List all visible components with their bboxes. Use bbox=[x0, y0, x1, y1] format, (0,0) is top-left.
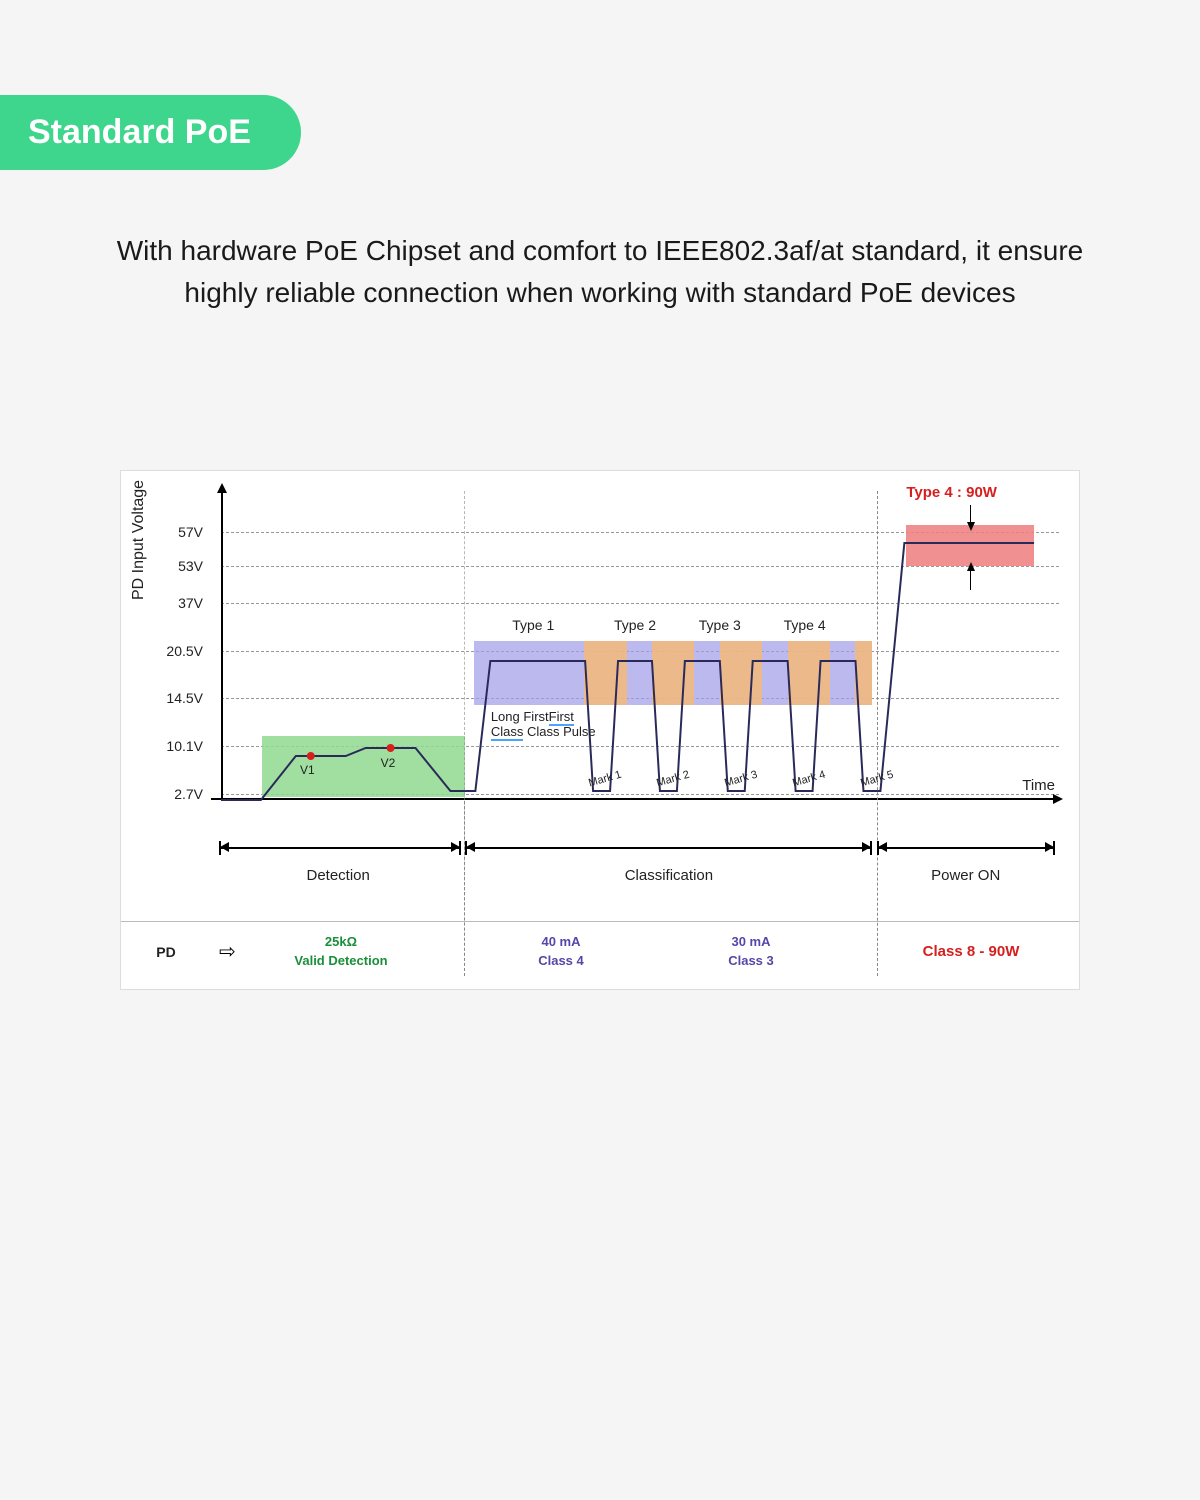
y-tick: 53V bbox=[178, 558, 203, 574]
phase-power-on: Power ON bbox=[931, 867, 1000, 884]
y-tick: 57V bbox=[178, 524, 203, 540]
long-first-class-pulse: Long FirstFirst Class Class Pulse bbox=[491, 709, 596, 740]
phase-detection: Detection bbox=[307, 867, 370, 884]
y-axis-label: PD Input Voltage bbox=[130, 480, 148, 600]
y-tick: 2.7V bbox=[174, 786, 203, 802]
type-2-label: Type 2 bbox=[614, 617, 656, 633]
y-tick: 20.5V bbox=[166, 643, 203, 659]
footer-class3: 30 mAClass 3 bbox=[728, 933, 774, 969]
v1-label: V1 bbox=[300, 763, 315, 777]
y-tick: 37V bbox=[178, 595, 203, 611]
footer-class4: 40 mAClass 4 bbox=[538, 933, 584, 969]
voltage-waveform bbox=[211, 491, 1059, 831]
arrow-up-icon bbox=[967, 562, 975, 571]
poe-timing-chart: PD Input Voltage 57V 53V 37V 20.5V 14.5V… bbox=[120, 470, 1080, 990]
type-4-label: Type 4 bbox=[784, 617, 826, 633]
phase-bar: Detection Classification Power ON bbox=[211, 841, 1059, 901]
chart-plot-area: 57V 53V 37V 20.5V 14.5V 10.1V 2.7V Time … bbox=[211, 491, 1059, 831]
footer-power: Class 8 - 90W bbox=[923, 941, 1020, 962]
vline-2b bbox=[464, 491, 465, 976]
footer-row: PD ⇨ 25kΩValid Detection 40 mAClass 4 30… bbox=[121, 921, 1079, 981]
type-3-label: Type 3 bbox=[699, 617, 741, 633]
y-tick: 14.5V bbox=[166, 690, 203, 706]
y-tick: 10.1V bbox=[166, 738, 203, 754]
arrow-right-icon: ⇨ bbox=[219, 939, 236, 964]
type4-90w-label: Type 4 : 90W bbox=[906, 484, 997, 501]
footer-detection: 25kΩValid Detection bbox=[294, 933, 387, 969]
arrow-down-icon bbox=[967, 522, 975, 531]
title-badge: Standard PoE bbox=[0, 95, 301, 170]
phase-classification: Classification bbox=[625, 867, 713, 884]
pd-label: PD bbox=[121, 944, 211, 960]
description-text: With hardware PoE Chipset and comfort to… bbox=[100, 230, 1100, 314]
v2-label: V2 bbox=[381, 756, 396, 770]
type-1-label: Type 1 bbox=[512, 617, 554, 633]
vline-2 bbox=[877, 491, 878, 976]
